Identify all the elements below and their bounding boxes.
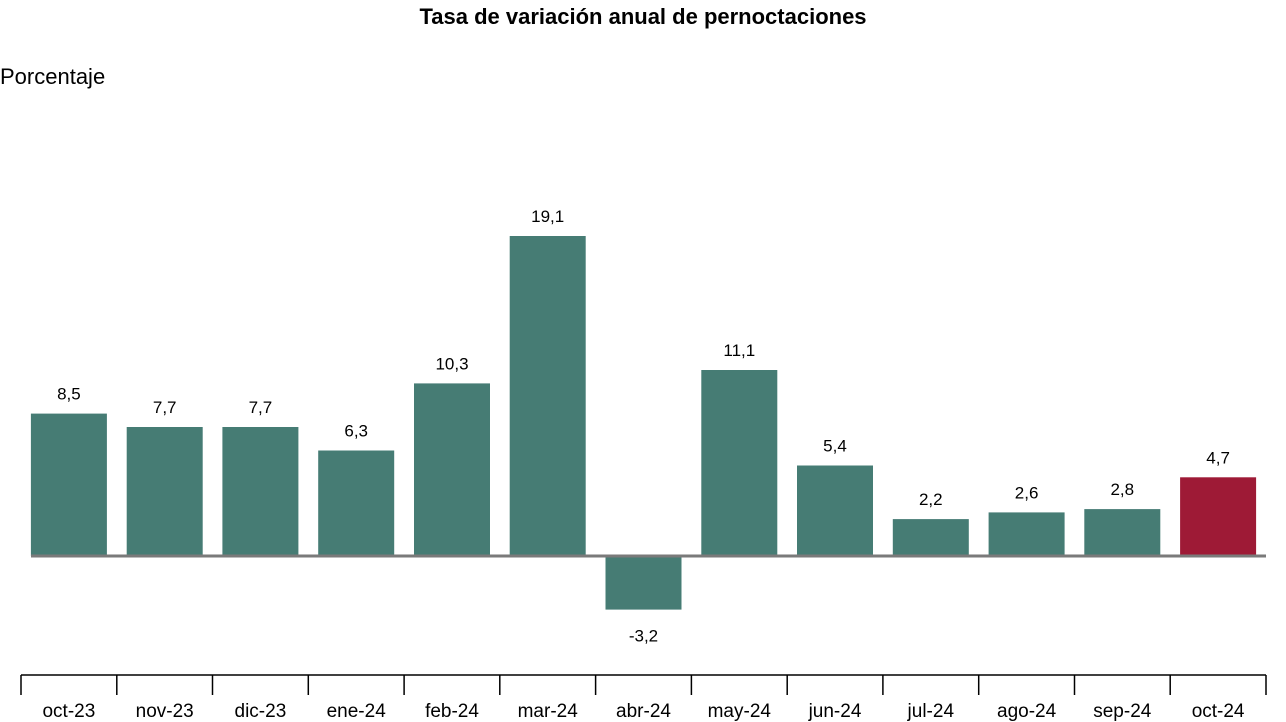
data-label-mar-24: 19,1 xyxy=(531,207,564,226)
x-tick-label-mar-24: mar-24 xyxy=(518,701,579,722)
data-label-ago-24: 2,6 xyxy=(1015,483,1039,502)
data-label-ene-24: 6,3 xyxy=(344,422,368,441)
x-tick-label-ago-24: ago-24 xyxy=(997,701,1057,722)
data-label-oct-24: 4,7 xyxy=(1206,448,1230,467)
x-tick-label-jun-24: jun-24 xyxy=(808,701,862,722)
bar-jun-24 xyxy=(797,465,873,556)
chart-title: Tasa de variación anual de pernoctacione… xyxy=(419,4,867,29)
data-label-abr-24: -3,2 xyxy=(629,627,658,646)
x-tick-label-oct-24: oct-24 xyxy=(1192,701,1245,722)
data-label-jun-24: 5,4 xyxy=(823,437,847,456)
x-tick-label-nov-23: nov-23 xyxy=(136,701,194,722)
data-label-jul-24: 2,2 xyxy=(919,490,943,509)
x-tick-label-sep-24: sep-24 xyxy=(1093,701,1152,722)
data-label-oct-23: 8,5 xyxy=(57,385,81,404)
bar-nov-23 xyxy=(126,427,203,556)
bar-ago-24 xyxy=(988,512,1065,556)
x-tick-label-feb-24: feb-24 xyxy=(425,701,479,722)
value-labels-group: 8,5 7,7 7,7 6,3 10,3 19,1 -3,2 11,1 5,4 2,2 2,6 2,8… xyxy=(57,207,1230,646)
bar-oct-24 xyxy=(1180,477,1257,556)
data-label-may-24: 11,1 xyxy=(723,341,755,360)
x-tick-label-may-24: may-24 xyxy=(708,701,772,722)
data-label-nov-23: 7,7 xyxy=(153,398,177,417)
bar-abr-24 xyxy=(605,556,682,610)
y-axis-label: Porcentaje xyxy=(0,64,106,89)
bar-ene-24 xyxy=(318,450,395,556)
bar-mar-24 xyxy=(509,236,586,556)
x-tick-label-jul-24: jul-24 xyxy=(907,701,955,722)
data-label-dic-23: 7,7 xyxy=(249,398,273,417)
x-tick-label-abr-24: abr-24 xyxy=(616,701,671,722)
bar-sep-24 xyxy=(1084,509,1161,556)
data-label-sep-24: 2,8 xyxy=(1110,480,1134,499)
bars-group xyxy=(30,236,1257,610)
x-tick-label-ene-24: ene-24 xyxy=(327,701,387,722)
bar-jul-24 xyxy=(892,519,969,556)
bar-dic-23 xyxy=(222,427,299,556)
bar-may-24 xyxy=(701,370,778,556)
bar-oct-23 xyxy=(30,413,107,556)
x-tick-label-oct-23: oct-23 xyxy=(42,701,95,722)
data-label-feb-24: 10,3 xyxy=(435,354,468,373)
x-tick-label-dic-23: dic-23 xyxy=(235,701,287,722)
x-axis: oct-23 nov-23 dic-23 ene-24 feb-24 mar-24 abr-… xyxy=(20,674,1267,722)
bar-feb-24 xyxy=(414,383,490,556)
